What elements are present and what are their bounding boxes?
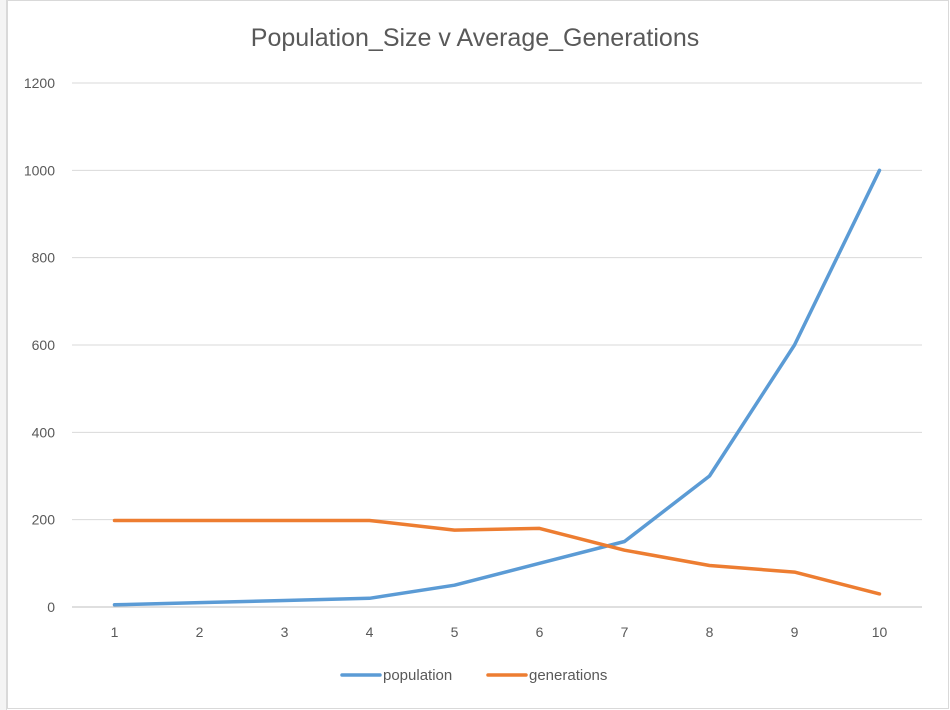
y-tick-label: 200 [32, 512, 56, 528]
data-point-population [623, 540, 627, 544]
data-point-generations [368, 519, 372, 523]
x-tick-label: 5 [451, 624, 459, 640]
y-tick-label: 1000 [24, 162, 55, 178]
data-point-generations [623, 548, 627, 552]
x-tick-label: 8 [706, 624, 714, 640]
data-point-generations [453, 528, 457, 532]
series-line-population[interactable] [112, 168, 882, 607]
series-line-generations[interactable] [112, 518, 882, 596]
data-point-population [453, 583, 457, 587]
spreadsheet-edge [0, 0, 7, 710]
data-point-population [708, 474, 712, 478]
data-point-generations [198, 519, 202, 523]
data-point-population [793, 343, 797, 347]
legend-label-population: population [383, 667, 452, 684]
chart-frame[interactable] [7, 0, 949, 709]
data-point-generations [538, 526, 542, 530]
x-tick-label: 1 [111, 624, 119, 640]
legend-label-generations: generations [529, 667, 607, 684]
x-tick-label: 3 [281, 624, 289, 640]
data-point-generations [113, 519, 117, 523]
y-tick-label: 400 [32, 424, 56, 440]
y-tick-label: 600 [32, 337, 56, 353]
data-point-population [538, 561, 542, 565]
data-point-population [198, 601, 202, 605]
x-tick-label: 2 [196, 624, 204, 640]
data-point-population [283, 598, 287, 602]
legend: population generations [340, 667, 607, 684]
data-point-population [368, 596, 372, 600]
data-point-generations [878, 592, 882, 596]
data-point-generations [708, 564, 712, 568]
y-tick-label: 0 [47, 599, 55, 615]
data-point-generations [283, 519, 287, 523]
chart-title: Population_Size v Average_Generations [251, 24, 699, 52]
data-point-generations [793, 570, 797, 574]
x-tick-label: 9 [791, 624, 799, 640]
y-axis-ticks: 0 200 400 600 800 1000 1200 [24, 75, 55, 615]
x-tick-label: 6 [536, 624, 544, 640]
x-tick-label: 10 [872, 624, 888, 640]
data-point-population [878, 168, 882, 172]
x-axis-ticks: 1 2 3 4 5 6 7 8 9 10 [111, 624, 888, 640]
y-tick-label: 800 [32, 250, 56, 266]
y-tick-label: 1200 [24, 75, 55, 91]
series-lines [112, 168, 882, 607]
data-point-population [113, 603, 117, 607]
x-tick-label: 7 [621, 624, 629, 640]
x-tick-label: 4 [366, 624, 374, 640]
